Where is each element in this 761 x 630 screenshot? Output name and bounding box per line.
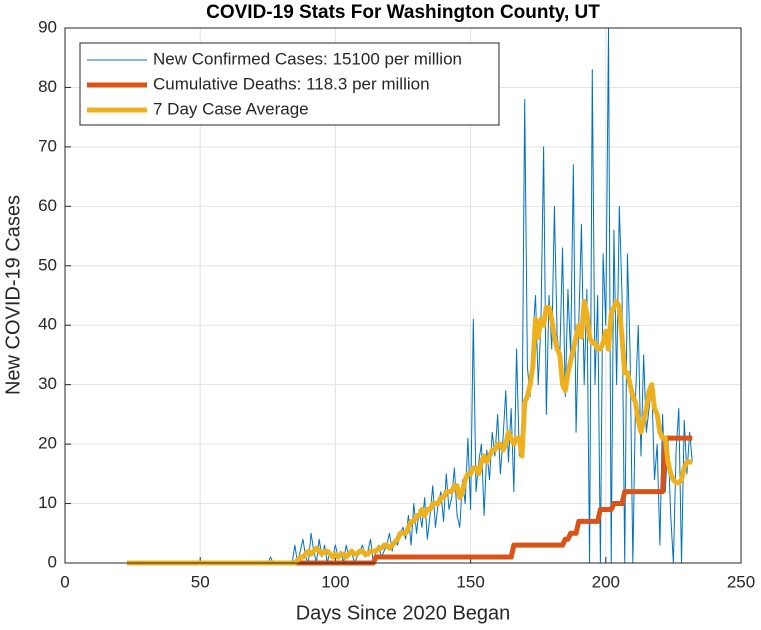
legend-label: Cumulative Deaths: 118.3 per million [153,74,430,93]
y-tick-label: 10 [38,493,57,512]
y-tick-label: 60 [38,196,57,215]
chart-title: COVID-19 Stats For Washington County, UT [206,2,600,23]
legend-label: 7 Day Case Average [153,99,309,118]
x-tick-label: 100 [321,572,349,591]
legend-label: New Confirmed Cases: 15100 per million [153,49,462,68]
x-tick-label: 150 [456,572,484,591]
y-tick-label: 50 [38,255,57,274]
y-tick-label: 0 [48,552,57,571]
x-tick-label: 250 [727,572,755,591]
x-tick-label: 0 [60,572,69,591]
y-tick-label: 30 [38,374,57,393]
x-axis-label: Days Since 2020 Began [296,602,511,624]
y-tick-label: 40 [38,315,57,334]
x-tick-label: 50 [191,572,210,591]
axes-box [64,27,742,564]
legend: New Confirmed Cases: 15100 per million Cu… [79,42,500,126]
y-tick-label: 90 [38,17,57,36]
y-tick-label: 20 [38,434,57,453]
x-tick-label: 200 [592,572,620,591]
y-tick-label: 80 [38,77,57,96]
y-tick-label: 70 [38,136,57,155]
y-axis-label: New COVID-19 Cases [2,195,24,395]
legend-box [79,42,500,126]
